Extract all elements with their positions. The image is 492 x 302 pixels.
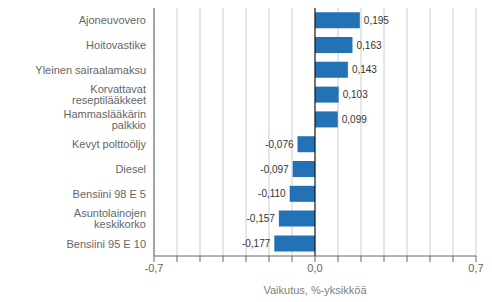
svg-text:0,143: 0,143: [352, 64, 377, 75]
svg-text:Vaikutus, %-yksikköä: Vaikutus, %-yksikköä: [263, 284, 367, 296]
svg-text:-0,7: -0,7: [145, 262, 164, 274]
svg-text:Bensiini 95 E 10: Bensiini 95 E 10: [67, 238, 147, 250]
svg-text:0,0: 0,0: [307, 262, 322, 274]
svg-text:Korvattavatreseptilääkkeet: Korvattavatreseptilääkkeet: [72, 83, 146, 106]
svg-text:Yleinen sairaalamaksu: Yleinen sairaalamaksu: [35, 64, 146, 76]
svg-text:Diesel: Diesel: [115, 163, 146, 175]
svg-text:Ajoneuvovero: Ajoneuvovero: [79, 14, 146, 26]
svg-text:0,103: 0,103: [343, 89, 368, 100]
svg-text:Bensiini 98 E 5: Bensiini 98 E 5: [73, 188, 146, 200]
svg-text:-0,110: -0,110: [258, 188, 286, 199]
svg-text:Hammaslääkärinpalkkio: Hammaslääkärinpalkkio: [63, 108, 146, 131]
svg-text:0,195: 0,195: [364, 15, 389, 26]
svg-text:-0,177: -0,177: [242, 238, 271, 249]
svg-text:0,7: 0,7: [468, 262, 483, 274]
svg-text:-0,157: -0,157: [247, 213, 276, 224]
svg-text:Hoitovastike: Hoitovastike: [86, 39, 146, 51]
svg-text:0,163: 0,163: [356, 40, 381, 51]
svg-text:-0,097: -0,097: [260, 164, 289, 175]
svg-text:Kevyt polttoöljy: Kevyt polttoöljy: [72, 138, 146, 150]
svg-text:0,099: 0,099: [342, 114, 367, 125]
svg-text:Asuntolainojenkeskikorko: Asuntolainojenkeskikorko: [74, 207, 146, 230]
svg-text:-0,076: -0,076: [265, 139, 294, 150]
